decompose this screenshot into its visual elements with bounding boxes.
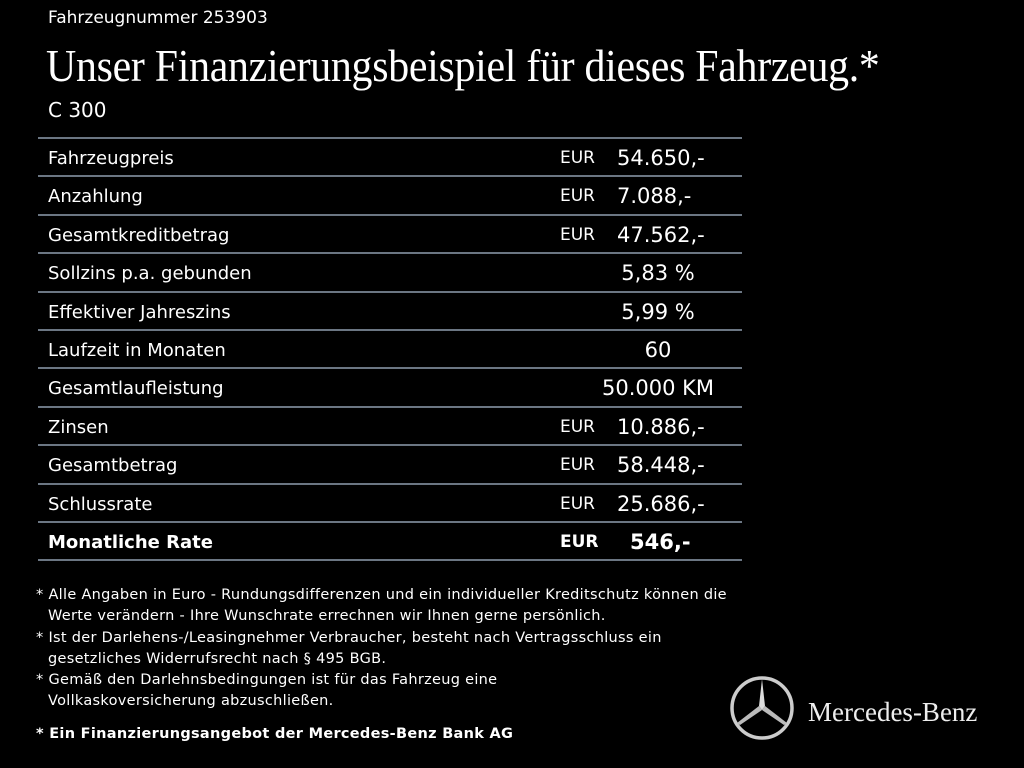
- page-title: Unser Finanzierungsbeispiel für dieses F…: [46, 41, 880, 91]
- row-currency: EUR: [560, 455, 595, 476]
- row-label: Effektiver Jahreszins: [48, 301, 231, 323]
- row-label: Gesamtkreditbetrag: [48, 224, 230, 246]
- row-value: 7.088,-: [617, 184, 692, 209]
- row-currency: EUR: [560, 416, 595, 437]
- vehicle-number: Fahrzeugnummer 253903: [48, 8, 268, 28]
- row-value: 546,-: [630, 529, 691, 554]
- row-label: Laufzeit in Monaten: [48, 339, 226, 361]
- row-label: Fahrzeugpreis: [48, 148, 174, 169]
- row-label: Gesamtbetrag: [48, 455, 178, 477]
- row-label: Zinsen: [48, 416, 109, 438]
- row-currency: EUR: [560, 224, 595, 245]
- table-row: Gesamtkreditbetrag EUR 47.562,-: [38, 213, 742, 252]
- row-label: Schlussrate: [48, 493, 153, 515]
- table-row: Laufzeit in Monaten 60: [38, 328, 742, 367]
- row-currency: EUR: [560, 531, 599, 552]
- financing-table: Fahrzeugpreis EUR 54.650,- Anzahlung EUR 7.08…: [38, 137, 742, 562]
- row-value: 58.448,-: [617, 453, 705, 478]
- table-row: Gesamtbetrag EUR 58.448,-: [38, 444, 742, 482]
- row-value: 10.886,-: [617, 414, 705, 439]
- table-row: Gesamtlaufleistung 50.000 KM: [38, 367, 742, 405]
- table-row: Sollzins p.a. gebunden 5,83 %: [38, 252, 742, 290]
- row-currency: EUR: [560, 148, 595, 168]
- model-name: C 300: [48, 98, 107, 122]
- table-row: Effektiver Jahreszins 5,99 %: [38, 290, 742, 329]
- mercedes-star-icon: [730, 676, 794, 740]
- table-row: Monatliche Rate EUR 546,-: [38, 520, 742, 562]
- brand-logo-text: Mercedes-Benz: [808, 697, 978, 727]
- table-row: Anzahlung EUR 7.088,-: [38, 175, 742, 213]
- row-value: 60: [644, 337, 672, 362]
- row-value: 50.000 KM: [601, 376, 715, 401]
- footnote: * Gemäß den Darlehnsbedingungen ist für …: [36, 672, 498, 710]
- table-row: Zinsen EUR 10.886,-: [38, 405, 742, 444]
- row-value: 54.650,-: [617, 146, 705, 170]
- row-label: Sollzins p.a. gebunden: [48, 263, 252, 285]
- table-row: Schlussrate EUR 25.686,-: [38, 482, 742, 521]
- bank-note: * Ein Finanzierungsangebot der Mercedes-…: [36, 726, 514, 742]
- row-value: 5,83 %: [621, 261, 695, 286]
- row-label: Gesamtlaufleistung: [48, 378, 224, 400]
- footnote: * Alle Angaben in Euro - Rundungsdiffere…: [36, 587, 727, 625]
- row-label: Monatliche Rate: [48, 531, 213, 553]
- row-currency: EUR: [560, 186, 595, 207]
- table-row: Fahrzeugpreis EUR 54.650,-: [38, 137, 742, 175]
- footnotes: * Alle Angaben in Euro - Rundungsdiffere…: [36, 585, 768, 713]
- row-value: 25.686,-: [617, 491, 705, 516]
- row-label: Anzahlung: [48, 186, 143, 208]
- row-value: 47.562,-: [617, 222, 705, 247]
- row-value: 5,99 %: [621, 299, 695, 324]
- row-currency: EUR: [560, 493, 595, 514]
- footnote: * Ist der Darlehens-/Leasingnehmer Verbr…: [36, 629, 662, 667]
